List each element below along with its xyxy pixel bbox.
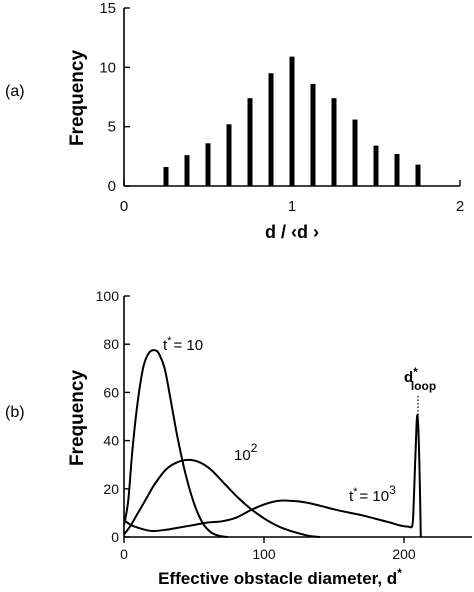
series-1-label: t* = 10 [163, 335, 203, 354]
panel-a-bars [163, 56, 421, 186]
series-3-label: t* = 103 [349, 483, 396, 505]
panel-b-y-tick-label: 100 [96, 288, 120, 304]
panel-b-y-tick-label: 20 [103, 481, 119, 497]
panel-a-bar [352, 119, 358, 186]
series-2-label: 102 [234, 441, 258, 464]
panel-b-x-tick-label: 100 [252, 546, 276, 562]
panel-b-x-label: Effective obstacle diameter, d* [158, 566, 402, 588]
panel-a-y-tick-label: 15 [99, 0, 116, 17]
panel-a-y-label: Frequency [67, 50, 88, 147]
panel-b-y-ticks: 0 20 40 60 80 100 [96, 288, 130, 545]
panel-a-y-tick-label: 0 [108, 178, 116, 195]
panel-a-y-tick-label: 10 [99, 59, 116, 76]
panel-a-bar [373, 145, 379, 186]
panel-a-x-label: d / ‹d › [265, 222, 319, 242]
panel-a-bar [415, 164, 421, 186]
panel-a-y-tick-label: 5 [108, 119, 116, 136]
panel-a-y-ticks: 0 5 10 15 [99, 0, 130, 195]
panel-b-y-tick-label: 40 [103, 433, 119, 449]
loop-marker-label: d* loop [404, 365, 436, 393]
panel-a-bar [247, 98, 253, 186]
panel-b-x-tick-label: 0 [120, 546, 128, 562]
panel-a-label: (a) [5, 83, 25, 100]
panel-a-x-tick-label: 2 [456, 198, 464, 215]
panel-a-bar [205, 143, 211, 186]
panel-b-x-ticks: 0 100 200 [120, 537, 416, 562]
panel-a-bar [331, 98, 337, 186]
panel-a-bar [289, 56, 295, 186]
panel-a-bar [184, 155, 190, 186]
panel-a-bar [163, 167, 169, 186]
panel-b-x-tick-label: 200 [392, 546, 416, 562]
series-3-line [123, 414, 422, 538]
panel-b-axes [123, 296, 472, 538]
panel-b-y-tick-label: 80 [103, 336, 119, 352]
panel-a-bar [268, 73, 274, 186]
panel-b-label: (b) [5, 404, 25, 421]
panel-a-bar [226, 124, 232, 186]
panel-a-x-tick-label: 0 [120, 198, 128, 215]
panel-a-bar [310, 83, 316, 186]
series-1-line [123, 349, 228, 538]
panel-b-y-tick-label: 60 [103, 384, 119, 400]
panel-a-bar [394, 153, 400, 186]
panel-b-lines [123, 349, 422, 538]
series-2-line [123, 458, 321, 538]
panel-b-y-tick-label: 0 [111, 529, 119, 545]
panel-b-y-label: Frequency [67, 370, 88, 467]
panel-a-x-tick-label: 1 [288, 198, 296, 215]
